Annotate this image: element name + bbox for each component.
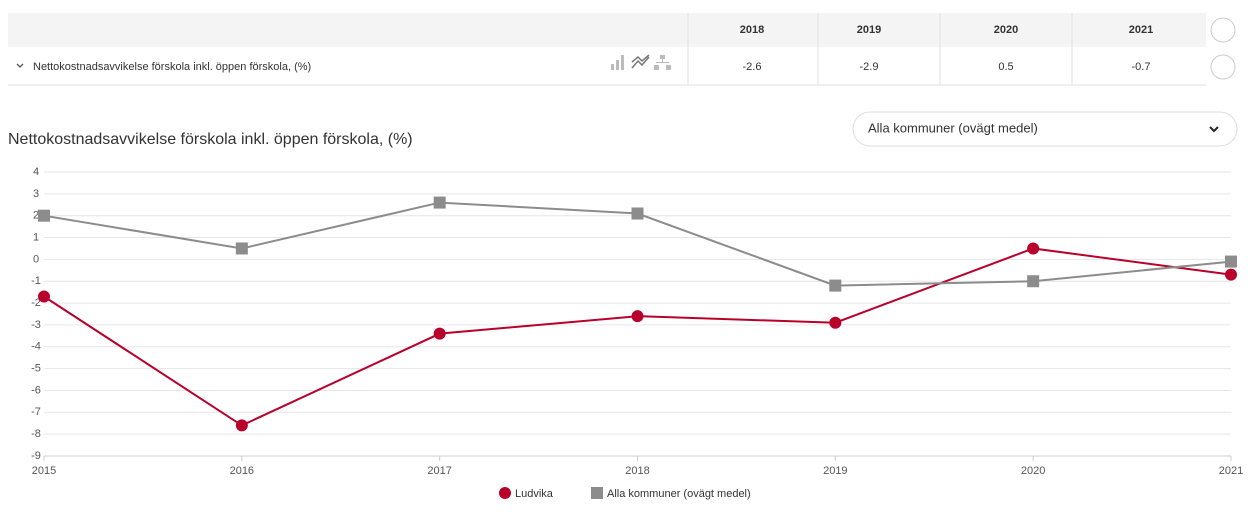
marker — [631, 310, 644, 323]
select-circle[interactable] — [1210, 17, 1236, 43]
dropdown[interactable] — [852, 111, 1238, 147]
y-tick-label: 3 — [33, 188, 39, 200]
marker — [1027, 275, 1040, 288]
y-tick-label: -1 — [31, 275, 41, 287]
legend-label: Ludvika — [515, 488, 554, 500]
marker — [433, 196, 446, 209]
table-header-bg — [8, 13, 1206, 47]
y-tick-label: -3 — [31, 319, 41, 331]
legend-swatch — [591, 487, 603, 499]
marker — [1027, 242, 1040, 255]
x-tick-label: 2018 — [625, 465, 649, 477]
select-circle[interactable] — [1210, 54, 1236, 80]
y-tick-label: 1 — [33, 231, 39, 243]
line-icon[interactable] — [631, 54, 650, 69]
cell: -2.9 — [860, 61, 879, 73]
row-label: Nettokostnadsavvikelse förskola inkl. öp… — [33, 61, 311, 73]
marker — [38, 290, 50, 303]
column-header: 2018 — [740, 24, 764, 36]
marker — [1225, 268, 1237, 281]
marker — [433, 327, 446, 340]
y-tick-label: -2 — [31, 297, 41, 309]
bar-icon[interactable] — [611, 55, 624, 70]
marker — [829, 279, 842, 292]
marker — [1225, 255, 1237, 268]
column-header: 2019 — [857, 24, 881, 36]
x-tick-label: 2020 — [1021, 465, 1045, 477]
chart-title: Nettokostnadsavvikelse förskola inkl. öp… — [8, 131, 413, 148]
y-tick-label: 2 — [33, 210, 39, 222]
cell: -2.6 — [743, 61, 762, 73]
y-tick-label: 4 — [33, 166, 39, 178]
series-line — [43, 247, 1232, 427]
tree-icon[interactable] — [654, 55, 671, 70]
x-tick-label: 2017 — [427, 465, 451, 477]
expand-chevron[interactable] — [16, 63, 24, 68]
column-header: 2020 — [994, 24, 1018, 36]
marker — [631, 207, 644, 220]
cell: 0.5 — [998, 61, 1013, 73]
legend-label: Alla kommuner (ovägt medel) — [607, 488, 751, 500]
column-header: 2021 — [1129, 24, 1153, 36]
y-tick-label: -4 — [31, 341, 41, 353]
x-tick-label: 2019 — [823, 465, 847, 477]
x-tick-label: 2016 — [230, 465, 254, 477]
y-tick-label: -7 — [31, 406, 41, 418]
y-tick-label: -8 — [31, 428, 41, 440]
legend-swatch — [499, 487, 511, 499]
y-tick-label: -9 — [31, 450, 41, 462]
marker — [38, 209, 50, 222]
column-dividers — [687, 13, 1073, 85]
dropdown-label: Alla kommuner (ovägt medel) — [868, 120, 1038, 135]
marker — [235, 242, 248, 255]
y-tick-label: 0 — [33, 253, 39, 265]
x-tick-label: 2021 — [1219, 465, 1243, 477]
x-tick-label: 2015 — [32, 465, 56, 477]
cell: -0.7 — [1132, 61, 1151, 73]
marker — [235, 419, 248, 432]
dropdown-chevron[interactable] — [1209, 126, 1219, 133]
y-tick-label: -5 — [31, 363, 41, 375]
y-tick-label: -6 — [31, 384, 41, 396]
marker — [829, 316, 842, 329]
